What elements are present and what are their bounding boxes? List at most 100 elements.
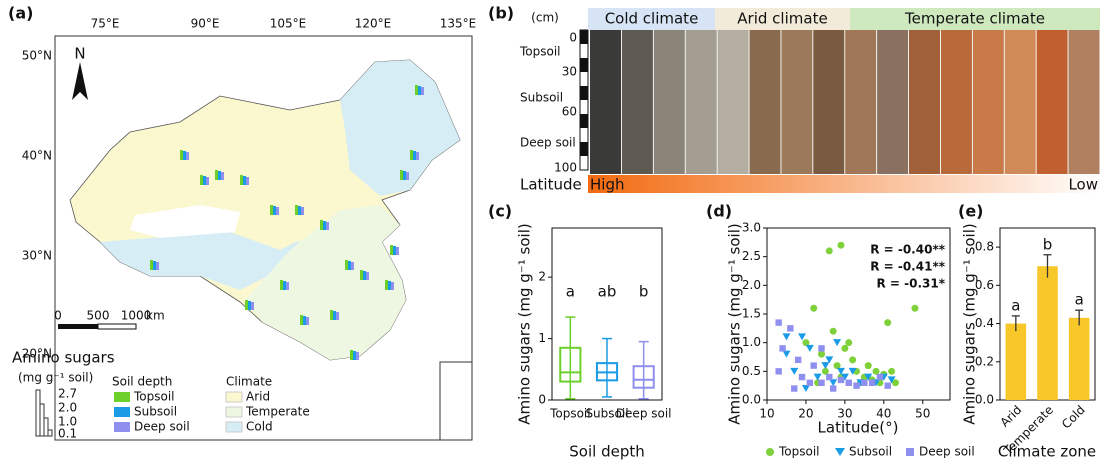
panel-label: (e): [958, 202, 983, 221]
legend-item: Subsoil: [849, 445, 892, 459]
scale-bar: [98, 324, 136, 329]
legend-size-bar: [40, 404, 44, 436]
panel-label: (d): [706, 202, 732, 221]
point: [911, 305, 918, 312]
x-tick-label: 40: [876, 407, 891, 421]
legend-item: Deep soil: [134, 420, 190, 434]
point: [795, 357, 801, 363]
legend-swatch: [114, 392, 130, 402]
point: [877, 374, 883, 380]
lon-label: 90°E: [191, 17, 220, 31]
legend-title: Amino sugars: [12, 349, 115, 367]
lon-label: 105°E: [270, 17, 307, 31]
point: [790, 368, 798, 375]
point: [787, 325, 793, 331]
legend-item: Temperate: [245, 405, 310, 419]
x-axis-title: Latitude(°): [818, 419, 899, 437]
depth-label: 100: [554, 161, 577, 175]
point: [830, 328, 837, 335]
y-tick-label: 2.5: [742, 249, 761, 263]
figure: (a)75°E90°E105°E120°E135°E50°N40°N30°N20…: [0, 0, 1105, 463]
legend-swatch: [226, 422, 242, 432]
ruler-mark: [580, 86, 588, 100]
legend-size-label: 0.1: [58, 427, 77, 441]
depth-label: 60: [562, 105, 577, 119]
layer-label: Topsoil: [519, 45, 561, 59]
legend-size-bar: [48, 430, 52, 436]
site-glyph: [330, 310, 333, 320]
panel-label: (a): [8, 4, 33, 23]
point: [814, 374, 822, 381]
point: [865, 362, 872, 369]
legend-title: Climate: [226, 375, 272, 389]
site-glyph: [421, 87, 424, 95]
point: [830, 385, 836, 391]
inset-frame: [440, 362, 472, 440]
legend-item: Topsoil: [778, 445, 820, 459]
soil-photo: [845, 30, 876, 174]
point: [861, 380, 867, 386]
y-tick-label: 1.5: [742, 307, 761, 321]
legend-title: Soil depth: [112, 375, 172, 389]
point: [845, 339, 852, 346]
site-glyph: [200, 175, 203, 185]
significance-letter: a: [1075, 291, 1084, 309]
legend-marker: [835, 448, 845, 456]
site-glyph: [413, 151, 416, 160]
point: [782, 333, 790, 340]
soil-photo: [909, 30, 940, 174]
y-tick-label: 3.0: [742, 221, 761, 235]
legend-marker: [766, 448, 774, 456]
site-glyph: [366, 272, 369, 280]
site-glyph: [206, 177, 209, 185]
site-glyph: [248, 301, 251, 310]
soil-photo: [622, 30, 653, 174]
ruler-mark: [580, 58, 588, 72]
significance-letter: ab: [598, 283, 617, 301]
point: [807, 380, 813, 386]
site-glyph: [280, 280, 283, 290]
site-glyph: [240, 175, 243, 185]
significance-letter: a: [1011, 296, 1020, 314]
point: [782, 351, 790, 358]
site-glyph: [203, 176, 206, 185]
scale-bar: [58, 324, 98, 329]
site-glyph: [153, 261, 156, 270]
layer-label: Subsoil: [520, 91, 563, 105]
lat-label: 40°N: [22, 149, 52, 163]
soil-photo: [686, 30, 717, 174]
soil-photo: [1069, 30, 1100, 174]
soil-photo: [941, 30, 972, 174]
legend-swatch: [226, 407, 242, 417]
site-glyph: [363, 271, 366, 280]
site-glyph: [286, 282, 289, 290]
soil-photo: [813, 30, 844, 174]
point: [818, 380, 824, 386]
site-glyph: [276, 207, 279, 215]
site-glyph: [356, 352, 359, 360]
site-glyph: [320, 220, 323, 230]
point: [802, 385, 810, 392]
legend-swatch: [114, 422, 130, 432]
x-tick-label: Topsoil: [549, 407, 591, 421]
site-glyph: [298, 206, 301, 215]
soil-photo: [590, 30, 621, 174]
latitude-label: Latitude: [520, 176, 582, 194]
site-glyph: [221, 172, 224, 180]
lat-label: 30°N: [22, 249, 52, 263]
site-glyph: [218, 171, 221, 180]
legend-size-bar: [44, 418, 48, 436]
x-tick-label: 50: [915, 407, 930, 421]
bar: [1006, 324, 1027, 400]
legend-item: Arid: [246, 390, 270, 404]
soil-photo: [750, 30, 781, 174]
site-glyph: [416, 152, 419, 160]
site-glyph: [156, 262, 159, 270]
legend-marker: [906, 448, 914, 456]
site-glyph: [390, 245, 393, 255]
point: [888, 368, 895, 375]
y-axis-title: Amino sugars (mg g⁻¹ soil): [961, 223, 979, 424]
site-glyph: [270, 205, 273, 215]
point: [838, 377, 844, 383]
legend-swatch: [226, 392, 242, 402]
